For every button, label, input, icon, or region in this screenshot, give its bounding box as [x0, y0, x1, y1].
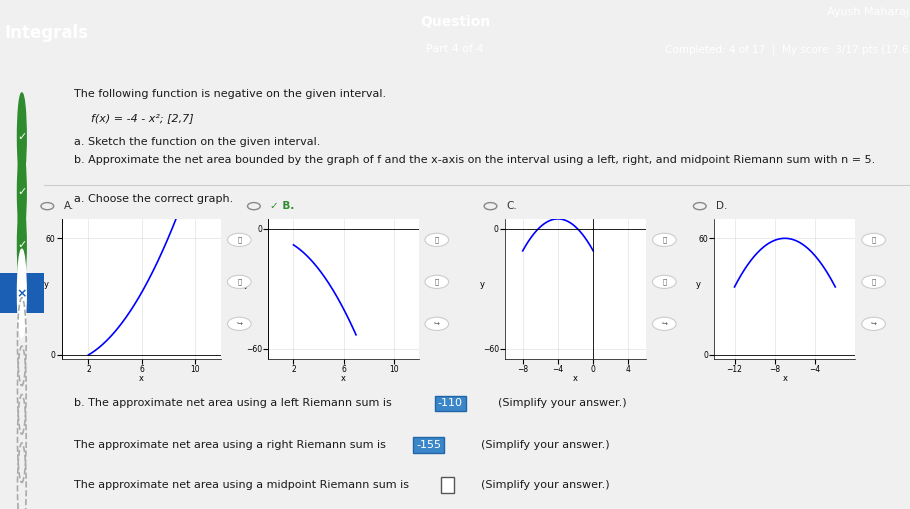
Text: Completed: 4 of 17  |  My score: 3/17 pts (17.6: Completed: 4 of 17 | My score: 3/17 pts … [665, 44, 909, 55]
Text: ↪: ↪ [434, 321, 440, 327]
Text: Question: Question [420, 15, 490, 29]
X-axis label: x: x [783, 374, 787, 383]
Y-axis label: y: y [244, 280, 248, 289]
Text: 🔍: 🔍 [872, 237, 875, 243]
Circle shape [17, 148, 26, 236]
Text: Ayush Maharaj: Ayush Maharaj [827, 7, 909, 17]
Text: a. Sketch the function on the given interval.: a. Sketch the function on the given inte… [74, 137, 320, 147]
Y-axis label: y: y [480, 280, 485, 289]
Text: (Simplify your answer.): (Simplify your answer.) [481, 480, 610, 490]
Text: -110: -110 [438, 399, 463, 408]
Text: D.: D. [716, 201, 728, 211]
Text: 🔍: 🔍 [435, 237, 439, 243]
Text: b. Approximate the net area bounded by the graph of f and the x-axis on the inte: b. Approximate the net area bounded by t… [74, 155, 875, 164]
Text: 🔍: 🔍 [662, 278, 666, 285]
Text: The approximate net area using a midpoint Riemann sum is: The approximate net area using a midpoin… [74, 480, 409, 490]
Text: (Simplify your answer.): (Simplify your answer.) [481, 440, 610, 450]
Text: ×: × [16, 287, 27, 300]
Text: The following function is negative on the given interval.: The following function is negative on th… [74, 89, 386, 99]
Y-axis label: y: y [696, 280, 701, 289]
Text: ✓: ✓ [17, 240, 26, 250]
Text: Part 4 of 4: Part 4 of 4 [426, 44, 484, 54]
FancyBboxPatch shape [0, 273, 44, 313]
Text: ✓ B.: ✓ B. [270, 201, 295, 211]
Text: Integrals: Integrals [5, 24, 88, 42]
Text: a. Choose the correct graph.: a. Choose the correct graph. [74, 194, 233, 204]
Text: 🔍: 🔍 [238, 278, 241, 285]
Text: 🔍: 🔍 [662, 237, 666, 243]
Text: ↪: ↪ [662, 321, 667, 327]
Text: A.: A. [64, 201, 74, 211]
Text: ↪: ↪ [871, 321, 876, 327]
Text: ✓: ✓ [17, 187, 26, 197]
Circle shape [17, 93, 26, 181]
Text: b. The approximate net area using a left Riemann sum is: b. The approximate net area using a left… [74, 399, 391, 408]
X-axis label: x: x [139, 374, 144, 383]
Y-axis label: y: y [44, 280, 48, 289]
Text: C.: C. [507, 201, 518, 211]
Text: ✓: ✓ [17, 132, 26, 142]
X-axis label: x: x [341, 374, 346, 383]
Text: ↪: ↪ [237, 321, 242, 327]
Text: The approximate net area using a right Riemann sum is: The approximate net area using a right R… [74, 440, 386, 450]
Text: -155: -155 [416, 440, 441, 450]
Circle shape [17, 201, 26, 289]
Text: 🔍: 🔍 [435, 278, 439, 285]
Text: (Simplify your answer.): (Simplify your answer.) [499, 399, 627, 408]
Circle shape [17, 249, 26, 337]
Text: 🔍: 🔍 [238, 237, 241, 243]
X-axis label: x: x [573, 374, 578, 383]
Text: f(x) = -4 - x²; [2,7]: f(x) = -4 - x²; [2,7] [91, 113, 194, 123]
Text: 🔍: 🔍 [872, 278, 875, 285]
